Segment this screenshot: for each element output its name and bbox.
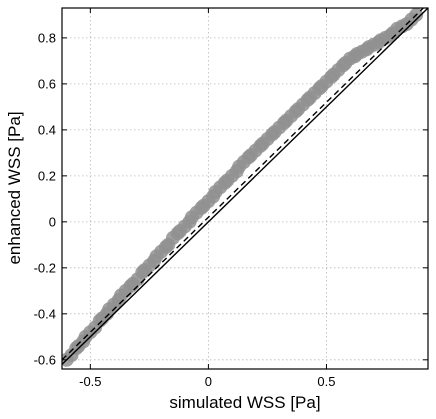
- dashed-line: [62, 8, 425, 361]
- x-tick-label: 0: [205, 374, 212, 389]
- x-tick-label: -0.5: [79, 374, 101, 389]
- axis-ticks: -0.5 0 0.5 -0.6 -0.4 -0.2 0 0.2 0.4 0.6 0.8: [34, 8, 428, 389]
- plot-frame: [61, 7, 429, 370]
- y-tick-label: -0.6: [34, 352, 56, 367]
- y-tick-label: 0.6: [38, 76, 56, 91]
- scatter-points: [62, 8, 424, 367]
- grid-lines: [62, 8, 428, 369]
- y-axis-label: enhanced WSS [Pa]: [5, 111, 24, 264]
- y-tick-label: 0.4: [38, 122, 56, 137]
- y-tick-label: 0.2: [38, 168, 56, 183]
- x-axis-label: simulated WSS [Pa]: [169, 393, 320, 412]
- y-tick-label: -0.4: [34, 306, 56, 321]
- identity-line: [62, 8, 428, 365]
- fit-lines: [62, 8, 428, 365]
- y-tick-label: -0.2: [34, 260, 56, 275]
- x-tick-label: 0.5: [317, 374, 335, 389]
- y-tick-label: 0.8: [38, 30, 56, 45]
- y-tick-label: 0: [49, 214, 56, 229]
